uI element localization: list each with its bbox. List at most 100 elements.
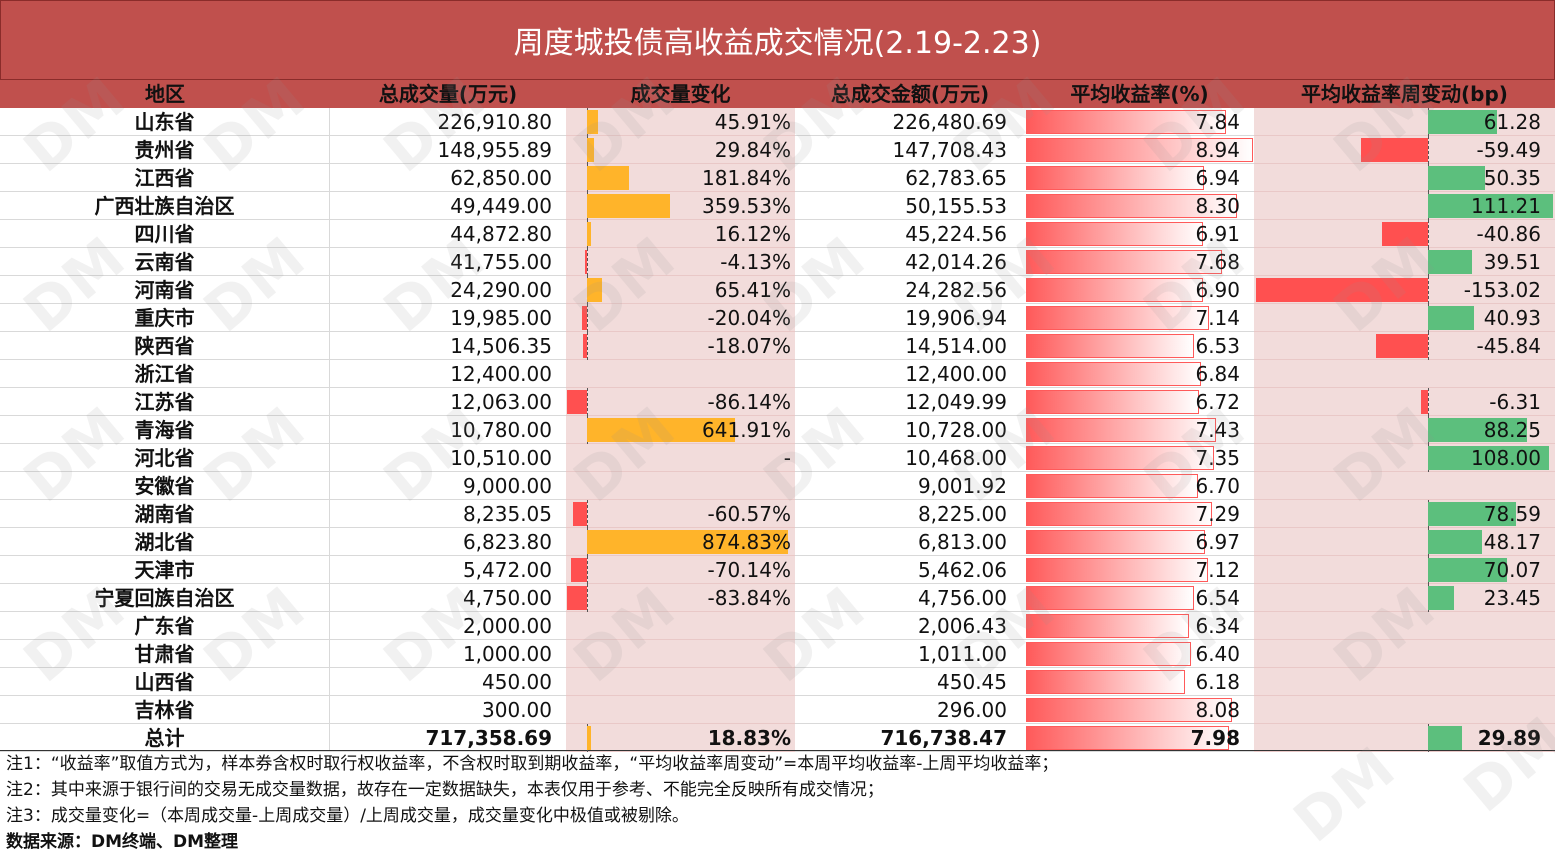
header-yield: 平均收益率(%) (1070, 82, 1209, 106)
yield-cell: 6.84 (1025, 360, 1254, 388)
yield-cell: 6.34 (1025, 612, 1254, 640)
bp-axis (1428, 136, 1429, 164)
yield-value: 7.98 (1190, 726, 1240, 750)
yield-bar (1026, 502, 1213, 526)
amount-cell: 19,906.94 (795, 304, 1025, 332)
change-value: -60.57% (707, 502, 791, 526)
region-cell: 总计 (0, 724, 330, 752)
table-row: 云南省 41,755.00 -4.13% 42,014.26 7.68 39.51 (0, 248, 1555, 276)
change-cell (566, 360, 795, 388)
table-row: 重庆市 19,985.00 -20.04% 19,906.94 7.14 40.93 (0, 304, 1555, 332)
amount-cell: 42,014.26 (795, 248, 1025, 276)
bp-change-cell: 88.25 (1254, 416, 1555, 444)
change-value: 18.83% (707, 726, 791, 750)
amount-cell: 1,011.00 (795, 640, 1025, 668)
bp-change-bar (1428, 418, 1528, 442)
change-cell: -18.07% (566, 332, 795, 360)
yield-bar (1026, 614, 1190, 638)
change-value: 181.84% (702, 166, 791, 190)
change-value: 16.12% (714, 222, 791, 246)
change-bar (587, 166, 629, 190)
change-axis (587, 556, 588, 584)
region-cell: 广东省 (0, 612, 330, 640)
region-cell: 陕西省 (0, 332, 330, 360)
table-row: 四川省 44,872.80 16.12% 45,224.56 6.91 -40.86 (0, 220, 1555, 248)
bp-change-cell: 40.93 (1254, 304, 1555, 332)
change-value: 29.84% (714, 138, 791, 162)
bp-change-value: 50.35 (1483, 166, 1541, 190)
bp-change-cell: -59.49 (1254, 136, 1555, 164)
change-value: 641.91% (702, 418, 791, 442)
amount-cell: 8,225.00 (795, 500, 1025, 528)
bp-change-value: -59.49 (1476, 138, 1541, 162)
change-bar (582, 334, 587, 358)
volume-cell: 8,235.05 (330, 500, 566, 528)
table-row: 宁夏回族自治区 4,750.00 -83.84% 4,756.00 6.54 23.45 (0, 584, 1555, 612)
bp-change-cell: 61.28 (1254, 108, 1555, 136)
table-title: 周度城投债高收益成交情况(2.19-2.23) (0, 0, 1555, 80)
region-cell: 河北省 (0, 444, 330, 472)
bp-change-cell (1254, 612, 1555, 640)
yield-cell: 6.40 (1025, 640, 1254, 668)
bp-change-value: 23.45 (1483, 586, 1541, 610)
region-cell: 宁夏回族自治区 (0, 584, 330, 612)
data-source: 数据来源：DM终端、DM整理 (6, 832, 239, 852)
change-cell: 29.84% (566, 136, 795, 164)
yield-bar (1026, 698, 1232, 722)
bp-change-bar (1256, 278, 1428, 302)
table-row: 天津市 5,472.00 -70.14% 5,462.06 7.12 70.07 (0, 556, 1555, 584)
volume-cell: 300.00 (330, 696, 566, 724)
bp-change-bar (1428, 558, 1507, 582)
volume-cell: 41,755.00 (330, 248, 566, 276)
bp-change-cell (1254, 640, 1555, 668)
change-cell: - (566, 444, 795, 472)
bp-change-value: 78.59 (1483, 502, 1541, 526)
yield-value: 7.68 (1195, 250, 1240, 274)
bp-change-bar (1428, 166, 1485, 190)
change-cell (566, 472, 795, 500)
change-value: - (783, 446, 791, 470)
bp-change-cell: 78.59 (1254, 500, 1555, 528)
header-bp-change: 平均收益率周变动(bp) (1301, 82, 1508, 106)
yield-bar (1026, 362, 1202, 386)
change-axis (587, 304, 588, 332)
region-cell: 天津市 (0, 556, 330, 584)
bp-change-bar (1428, 306, 1474, 330)
bp-change-bar (1428, 250, 1473, 274)
volume-cell: 226,910.80 (330, 108, 566, 136)
region-cell: 山西省 (0, 668, 330, 696)
yield-value: 6.40 (1195, 642, 1240, 666)
yield-cell: 6.90 (1025, 276, 1254, 304)
bp-change-value: 88.25 (1483, 418, 1541, 442)
change-value: 45.91% (714, 110, 791, 134)
bp-change-cell: 50.35 (1254, 164, 1555, 192)
region-cell: 河南省 (0, 276, 330, 304)
yield-cell: 6.54 (1025, 584, 1254, 612)
change-cell: -60.57% (566, 500, 795, 528)
region-cell: 广西壮族自治区 (0, 192, 330, 220)
bp-change-bar (1361, 138, 1428, 162)
table-row: 贵州省 148,955.89 29.84% 147,708.43 8.94 -59.49 (0, 136, 1555, 164)
region-cell: 山东省 (0, 108, 330, 136)
change-cell (566, 640, 795, 668)
bp-change-bar (1382, 222, 1428, 246)
region-cell: 云南省 (0, 248, 330, 276)
yield-value: 7.43 (1195, 418, 1240, 442)
yield-bar (1026, 390, 1199, 414)
yield-cell: 6.53 (1025, 332, 1254, 360)
change-bar (587, 726, 592, 750)
bp-change-cell: 29.89 (1254, 724, 1555, 752)
region-cell: 安徽省 (0, 472, 330, 500)
change-cell: 641.91% (566, 416, 795, 444)
change-cell: 45.91% (566, 108, 795, 136)
volume-cell: 717,358.69 (330, 724, 566, 752)
change-bar (587, 278, 603, 302)
bp-change-cell: 23.45 (1254, 584, 1555, 612)
bp-axis (1428, 332, 1429, 360)
change-cell (566, 612, 795, 640)
change-bar (587, 530, 789, 554)
table-row: 青海省 10,780.00 641.91% 10,728.00 7.43 88.25 (0, 416, 1555, 444)
yield-bar (1026, 670, 1186, 694)
change-axis (587, 500, 588, 528)
region-cell: 湖北省 (0, 528, 330, 556)
